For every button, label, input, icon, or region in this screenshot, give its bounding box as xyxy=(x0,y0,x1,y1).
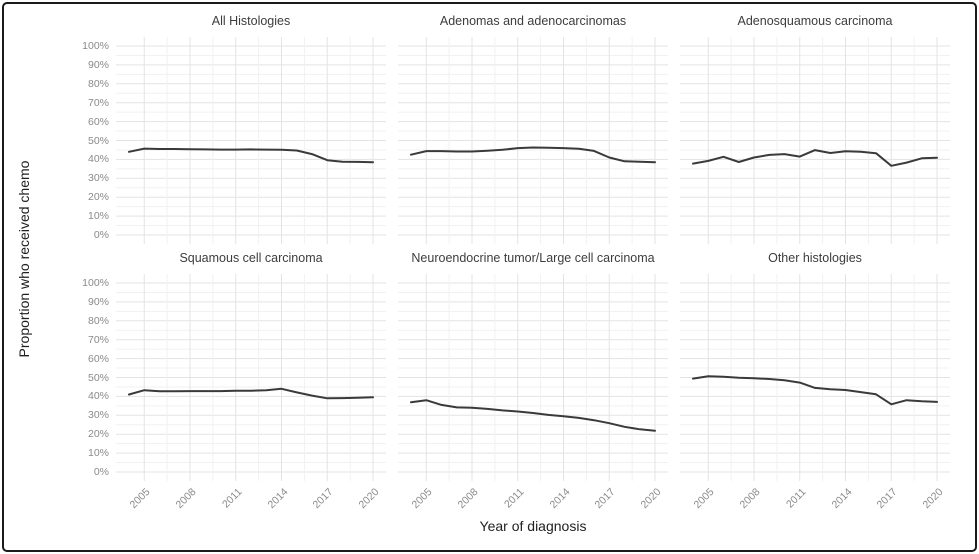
y-tick-label: 20% xyxy=(87,428,109,441)
grid-lines xyxy=(680,274,950,481)
facet-plot-svg xyxy=(116,274,386,481)
grid-lines xyxy=(680,37,950,244)
y-tick-label: 50% xyxy=(87,371,109,384)
facet-title: Neuroendocrine tumor/Large cell carcinom… xyxy=(411,251,655,265)
y-tick-label: 20% xyxy=(87,191,109,204)
trend-line xyxy=(692,375,938,406)
y-tick-label: 100% xyxy=(82,277,109,289)
y-tick-label: 10% xyxy=(87,447,109,460)
y-tick-label: 60% xyxy=(87,115,109,128)
trend-line xyxy=(410,399,656,432)
y-axis-title: Proportion who received chemo xyxy=(16,160,32,358)
trend-line xyxy=(128,387,374,400)
facet-title: Squamous cell carcinoma xyxy=(179,251,323,265)
facet-plot-svg xyxy=(680,37,950,244)
facet-title: Other histologies xyxy=(768,251,862,265)
facet-title: Adenosquamous carcinoma xyxy=(737,14,893,28)
trend-line xyxy=(692,149,938,167)
grid-lines xyxy=(398,37,668,244)
y-tick-label: 30% xyxy=(87,409,109,422)
y-tick-label: 80% xyxy=(87,314,109,327)
y-tick-label: 0% xyxy=(93,466,109,478)
trend-line xyxy=(128,147,374,164)
y-tick-label: 0% xyxy=(93,229,109,241)
y-tick-label: 70% xyxy=(87,333,109,346)
y-tick-label: 90% xyxy=(87,295,109,308)
x-axis-title: Year of diagnosis xyxy=(479,518,587,534)
y-tick-label: 100% xyxy=(82,40,109,52)
grid-lines xyxy=(116,37,386,244)
facet-title: Adenomas and adenocarcinomas xyxy=(439,14,627,28)
facet-plot-svg xyxy=(116,37,386,244)
y-tick-label: 40% xyxy=(87,390,109,403)
grid-lines xyxy=(116,274,386,481)
y-tick-label: 30% xyxy=(87,172,109,185)
facet-plot-svg xyxy=(398,37,668,244)
y-tick-label: 40% xyxy=(87,153,109,166)
facet-title: All Histologies xyxy=(211,14,291,28)
facet-plot-svg xyxy=(398,274,668,481)
trend-line xyxy=(410,146,656,164)
y-tick-label: 70% xyxy=(87,96,109,109)
facet-plot-svg xyxy=(680,274,950,481)
y-tick-label: 60% xyxy=(87,352,109,365)
y-tick-label: 80% xyxy=(87,77,109,90)
grid-lines xyxy=(398,274,668,481)
y-tick-label: 90% xyxy=(87,58,109,71)
y-tick-label: 50% xyxy=(87,134,109,147)
y-tick-label: 10% xyxy=(87,210,109,223)
